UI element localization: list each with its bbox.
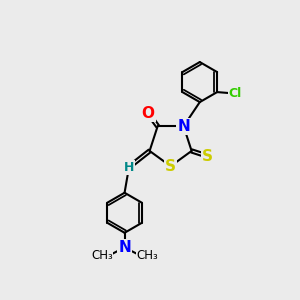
Text: N: N [177, 119, 190, 134]
Text: N: N [118, 240, 131, 255]
Text: CH₃: CH₃ [91, 249, 113, 262]
Text: O: O [142, 106, 154, 121]
Text: S: S [202, 149, 213, 164]
Text: H: H [124, 160, 134, 174]
Text: Cl: Cl [229, 87, 242, 100]
Text: CH₃: CH₃ [136, 249, 158, 262]
Text: S: S [165, 159, 176, 174]
